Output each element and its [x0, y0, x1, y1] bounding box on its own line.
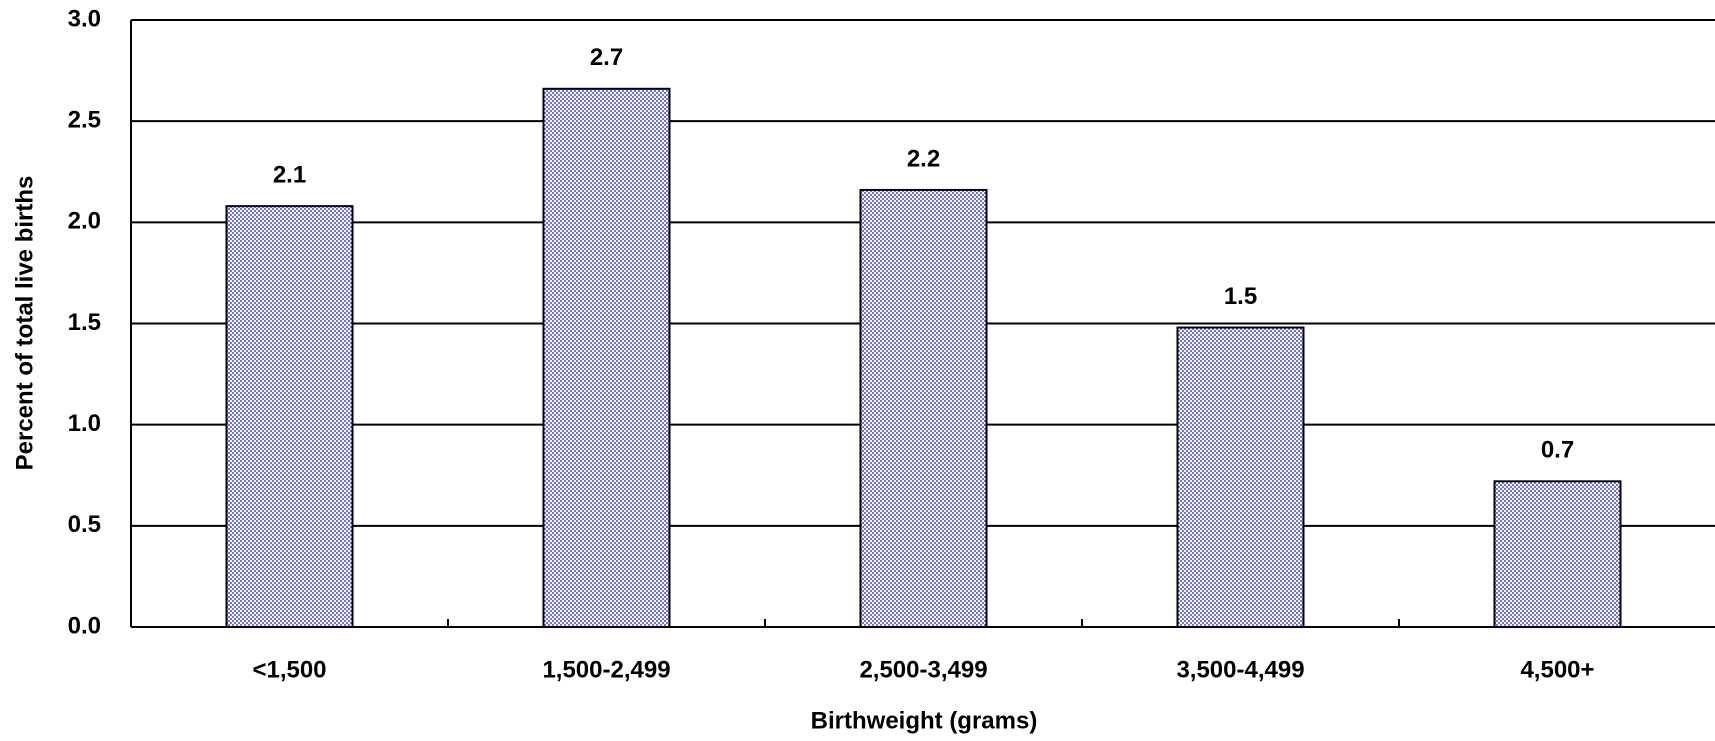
y-tick-label: 1.0 — [68, 410, 101, 437]
bar — [542, 87, 671, 628]
y-axis-title: Percent of total live births — [11, 176, 38, 471]
x-tick-label: 3,500-4,499 — [1176, 656, 1304, 683]
value-label: 0.7 — [1541, 437, 1574, 464]
x-tick-label: 4,500+ — [1520, 656, 1594, 683]
y-tick-label: 1.5 — [68, 309, 101, 336]
y-tick-label: 3.0 — [68, 5, 101, 32]
bar — [859, 188, 988, 629]
bar — [225, 205, 354, 628]
value-label: 1.5 — [1224, 283, 1257, 310]
value-label: 2.1 — [273, 161, 306, 188]
y-tick-label: 0.0 — [68, 612, 101, 639]
y-tick-label: 2.0 — [68, 208, 101, 235]
value-label: 2.2 — [907, 145, 940, 172]
x-tick-label: <1,500 — [252, 656, 326, 683]
x-tick-label: 1,500-2,499 — [542, 656, 670, 683]
y-tick-label: 2.5 — [68, 107, 101, 134]
bar — [1493, 480, 1622, 628]
x-tick-label: 2,500-3,499 — [859, 656, 987, 683]
x-axis-title: Birthweight (grams) — [811, 707, 1038, 734]
value-label: 2.7 — [590, 44, 623, 71]
y-tick-label: 0.5 — [68, 511, 101, 538]
bar — [1176, 326, 1305, 628]
